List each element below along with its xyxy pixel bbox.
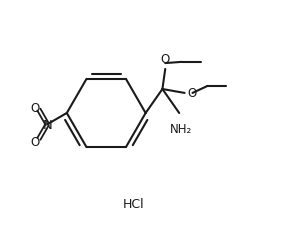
Text: HCl: HCl [123, 197, 144, 210]
Text: O: O [31, 102, 40, 115]
Text: O: O [187, 87, 197, 100]
Text: O: O [31, 135, 40, 148]
Text: NH₂: NH₂ [170, 123, 192, 136]
Text: O: O [161, 53, 170, 66]
Text: N: N [42, 118, 52, 131]
